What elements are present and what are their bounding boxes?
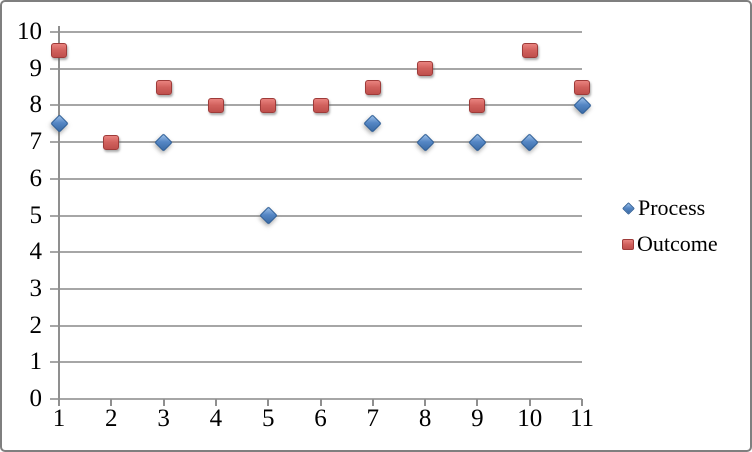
x-axis-tick-1 (58, 399, 60, 406)
outcome-square-icon (622, 238, 634, 250)
outcome-point[interactable] (521, 42, 538, 58)
x-axis-label-10: 10 (517, 405, 543, 432)
legend-label-outcome: Outcome (637, 231, 718, 256)
y-axis-label-1: 1 (29, 348, 43, 376)
x-axis-label-2: 2 (105, 405, 118, 432)
x-axis-tick-3 (162, 399, 165, 406)
outcome-point[interactable] (155, 79, 172, 95)
x-axis-tick-11 (581, 399, 583, 406)
outcome-point[interactable] (312, 97, 329, 113)
process-point[interactable] (468, 132, 487, 152)
outcome-point[interactable] (260, 97, 277, 113)
y-axis-label-0: 0 (29, 385, 43, 412)
gridline-y-0 (50, 398, 582, 400)
x-axis-label-6: 6 (314, 405, 327, 432)
x-axis-tick-7 (371, 399, 374, 406)
process-point[interactable] (258, 206, 278, 225)
x-axis-tick-6 (319, 399, 322, 406)
x-axis-label-5: 5 (261, 405, 275, 432)
outcome-point[interactable] (51, 42, 67, 58)
outcome-point[interactable] (103, 134, 120, 150)
gridline-y-1 (50, 361, 582, 364)
x-axis-tick-10 (528, 399, 531, 406)
x-axis-label-1: 1 (52, 405, 66, 432)
x-axis-tick-4 (214, 399, 217, 406)
y-axis-line (58, 26, 60, 405)
gridline-y-2 (50, 324, 582, 327)
process-point[interactable] (154, 132, 173, 152)
x-axis-tick-9 (476, 399, 479, 406)
outcome-point[interactable] (574, 79, 590, 95)
gridline-y-3 (50, 287, 582, 290)
y-axis-label-8: 8 (29, 91, 43, 119)
outcome-point[interactable] (207, 97, 224, 113)
x-axis-label-8: 8 (418, 405, 432, 432)
y-axis-label-6: 6 (29, 164, 43, 192)
y-axis-label-2: 2 (29, 311, 43, 339)
outcome-point[interactable] (417, 61, 434, 77)
gridline-y-10 (50, 31, 582, 33)
y-axis-label-7: 7 (29, 128, 43, 156)
x-axis-label-9: 9 (471, 405, 484, 432)
legend: Process Outcome (622, 194, 718, 258)
x-axis-tick-8 (424, 399, 427, 406)
legend-label-process: Process (638, 195, 706, 220)
process-point[interactable] (520, 132, 539, 152)
x-axis-tick-2 (110, 399, 113, 406)
process-point[interactable] (415, 132, 435, 152)
gridline-y-9 (50, 67, 582, 70)
x-axis-label-11: 11 (569, 405, 595, 432)
gridline-y-5 (50, 214, 582, 217)
outcome-point[interactable] (469, 97, 486, 113)
y-axis-label-4: 4 (29, 238, 43, 266)
x-axis-label-3: 3 (157, 405, 170, 432)
process-point[interactable] (572, 96, 592, 115)
y-axis-label-10: 10 (17, 18, 42, 45)
y-axis-label-5: 5 (29, 201, 43, 229)
y-axis-label-3: 3 (29, 274, 43, 302)
x-axis-label-7: 7 (366, 405, 380, 432)
legend-item-outcome[interactable]: Outcome (622, 230, 718, 258)
gridline-y-4 (50, 251, 582, 254)
x-axis-tick-5 (267, 399, 270, 406)
gridline-y-6 (50, 177, 582, 180)
gridline-y-7 (50, 141, 582, 144)
process-point[interactable] (363, 114, 382, 133)
y-axis-label-9: 9 (29, 54, 43, 82)
process-diamond-icon (622, 201, 635, 215)
legend-item-process[interactable]: Process (622, 194, 718, 222)
process-point[interactable] (49, 114, 69, 133)
x-axis-label-4: 4 (209, 405, 223, 432)
outcome-point[interactable] (364, 79, 381, 95)
